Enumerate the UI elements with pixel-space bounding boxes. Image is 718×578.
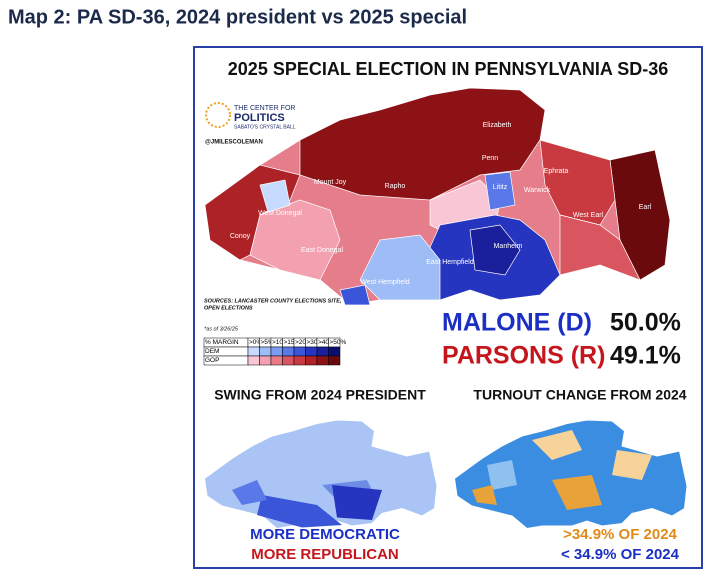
share: 49.1% <box>610 342 681 370</box>
town-label: Earl <box>639 204 652 211</box>
legend-swatch <box>316 346 329 357</box>
legend-swatch <box>247 346 260 357</box>
swing-legend: MORE DEMOCRATIC <box>250 526 400 543</box>
candidate: PARSONS (R) <box>442 342 605 370</box>
town-label: Warwick <box>524 187 551 194</box>
logo-line: SABATO'S CRYSTAL BALL <box>234 124 296 130</box>
legend-swatch <box>259 355 272 366</box>
legend-swatch <box>270 355 283 366</box>
town-label: Conoy <box>230 233 251 240</box>
main-map <box>204 87 671 306</box>
legend-row-label: GOP <box>205 357 219 364</box>
town-label: Lititz <box>493 184 508 191</box>
as-of: *as of 3/26/25 <box>204 326 239 332</box>
swing-map <box>204 419 438 529</box>
town-label: East Donegal <box>301 247 343 254</box>
logo-line: THE CENTER FOR <box>234 105 295 112</box>
town-label: West Earl <box>573 212 604 219</box>
town-label: Mount Joy <box>314 179 347 186</box>
town-label: East Hempfield <box>426 259 474 266</box>
logo-line: POLITICS <box>234 112 285 124</box>
turnout-map <box>454 419 688 529</box>
legend-swatch <box>293 346 306 357</box>
legend-header: % MARGIN <box>205 339 239 346</box>
legend-header: >40% <box>318 339 335 346</box>
sources: OPEN ELECTIONS <box>204 305 253 311</box>
town-label: Manheim <box>494 243 523 250</box>
legend-swatch <box>328 355 341 366</box>
legend-swatch <box>282 355 295 366</box>
town-label: West Hempfield <box>360 279 409 286</box>
legend-row-label: DEM <box>205 348 219 355</box>
town-label: Ephrata <box>544 168 569 175</box>
legend-swatch <box>305 346 318 357</box>
legend-swatch <box>328 346 341 357</box>
legend-swatch <box>316 355 329 366</box>
legend-header: >10% <box>272 339 289 346</box>
credit: @JMILESCOLEMAN <box>205 140 263 146</box>
legend-header: >5% <box>261 339 274 346</box>
legend-swatch <box>305 355 318 366</box>
legend-header: >0% <box>249 339 262 346</box>
map-title: 2025 SPECIAL ELECTION IN PENNSYLVANIA SD… <box>228 59 668 79</box>
swing-legend: MORE REPUBLICAN <box>251 546 399 563</box>
sources: SOURCES: LANCASTER COUNTY ELECTIONS SITE… <box>204 298 342 304</box>
town-label: Penn <box>482 155 498 162</box>
town-label: Elizabeth <box>483 122 512 129</box>
legend-swatch <box>270 346 283 357</box>
legend-swatch <box>259 346 272 357</box>
candidate: MALONE (D) <box>442 309 592 337</box>
legend-swatch <box>282 346 295 357</box>
legend-header: >50% <box>330 339 347 346</box>
turnout-legend: < 34.9% OF 2024 <box>561 546 680 563</box>
legend-header: >15% <box>284 339 301 346</box>
panel-title: TURNOUT CHANGE FROM 2024 <box>473 387 686 403</box>
legend-header: >20% <box>295 339 312 346</box>
town-label: Rapho <box>385 183 406 190</box>
legend-swatch <box>247 355 260 366</box>
header-title: Map 2: PA SD-36, 2024 president vs 2025 … <box>8 6 467 28</box>
legend-swatch <box>293 355 306 366</box>
panel-title: SWING FROM 2024 PRESIDENT <box>214 387 426 403</box>
legend-header: >30% <box>307 339 324 346</box>
turnout-legend: >34.9% OF 2024 <box>563 526 677 543</box>
town-label: West Donegal <box>258 210 302 217</box>
share: 50.0% <box>610 309 681 337</box>
logo-icon <box>205 102 231 128</box>
